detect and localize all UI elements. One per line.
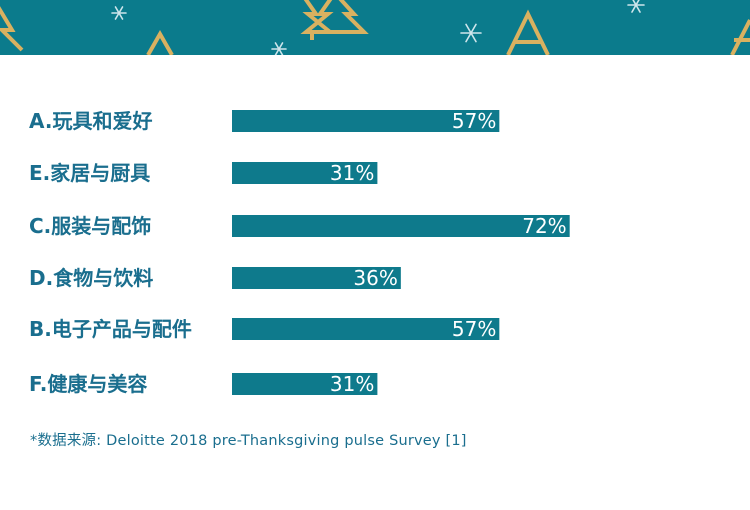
snowflake-icon — [627, 0, 645, 13]
tree-icon — [146, 29, 174, 55]
tree-icon — [306, 0, 369, 34]
category-label: D.食物与饮料 — [29, 266, 153, 290]
bar — [232, 373, 378, 395]
bar — [232, 318, 500, 340]
snowflake-icon — [271, 42, 287, 55]
bar — [232, 267, 401, 289]
value-label: 31% — [330, 372, 374, 396]
value-label: 57% — [452, 109, 496, 133]
snowflake-icon — [111, 6, 127, 20]
bar — [232, 162, 378, 184]
category-label: A.玩具和爱好 — [29, 109, 152, 133]
bar — [232, 110, 500, 132]
category-label: C.服装与配饰 — [29, 214, 151, 238]
tree-icon — [506, 9, 550, 55]
value-label: 36% — [353, 266, 397, 290]
bar — [232, 215, 570, 237]
value-label: 72% — [522, 214, 566, 238]
tree-icon — [0, 6, 24, 52]
source-note: *数据来源: Deloitte 2018 pre-Thanksgiving pu… — [30, 433, 467, 449]
snowflake-icon — [460, 23, 482, 43]
category-label: F.健康与美容 — [29, 372, 147, 396]
category-label: E.家居与厨具 — [29, 161, 150, 185]
value-label: 57% — [452, 317, 496, 341]
value-label: 31% — [330, 161, 374, 185]
holiday-banner — [0, 0, 750, 55]
category-label: B.电子产品与配件 — [29, 317, 192, 341]
tree-icon — [730, 19, 750, 55]
